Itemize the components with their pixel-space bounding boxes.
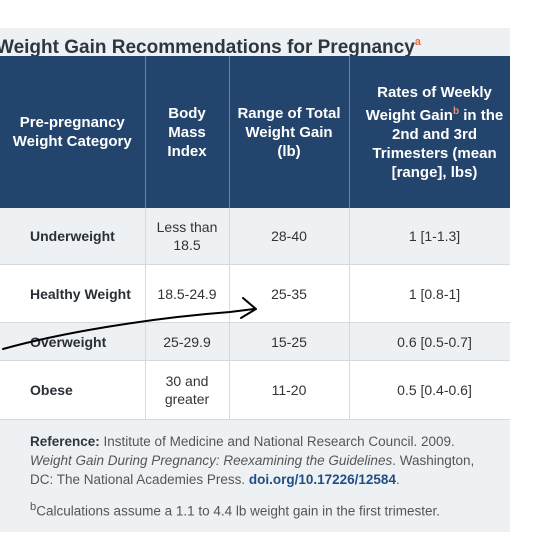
row-total-gain: 15-25: [229, 322, 350, 361]
row-bmi: 25-29.9: [145, 322, 230, 361]
table-row: Underweight Less than 18.5 28-40 1 [1-1.…: [0, 208, 510, 265]
row-bmi: Less than 18.5: [145, 208, 230, 265]
weight-gain-table: Pre-pregnancy Weight Category Body Mass …: [0, 56, 510, 420]
header-total-gain: Range of Total Weight Gain (lb): [229, 56, 350, 208]
table-title: Weight Gain Recommendations for Pregnanc…: [0, 28, 510, 58]
title-footnote-marker[interactable]: a: [414, 36, 421, 48]
reference-note: Reference: Institute of Medicine and Nat…: [30, 434, 475, 487]
row-category: Obese: [0, 360, 146, 420]
row-weekly-rate: 1 [1-1.3]: [349, 208, 510, 265]
row-bmi: 30 and greater: [145, 360, 230, 420]
arrow-head: [240, 297, 257, 319]
header-category: Pre-pregnancy Weight Category: [0, 56, 146, 208]
row-category: Overweight: [0, 322, 146, 361]
doi-link[interactable]: doi.org/10.17226/12584: [248, 472, 396, 487]
header-weekly-rate: Rates of Weekly Weight Gainb in the 2nd …: [349, 56, 510, 208]
row-weekly-rate: 0.5 [0.4-0.6]: [349, 360, 510, 420]
row-category: Underweight: [0, 208, 146, 265]
table-row: Overweight 25-29.9 15-25 0.6 [0.5-0.7]: [0, 322, 510, 361]
row-total-gain: 11-20: [229, 360, 350, 420]
row-total-gain: 28-40: [229, 208, 350, 265]
row-category: Healthy Weight: [0, 264, 146, 323]
header-bmi: Body Mass Index: [145, 56, 230, 208]
header-row: Pre-pregnancy Weight Category Body Mass …: [0, 56, 510, 208]
rate-footnote-marker[interactable]: b: [452, 105, 460, 117]
table-row: Obese 30 and greater 11-20 0.5 [0.4-0.6]: [0, 360, 510, 420]
arrow-shaft: [2, 308, 255, 350]
footnote-b: bCalculations assume a 1.1 to 4.4 lb wei…: [30, 501, 440, 519]
reference-label: Reference:: [30, 434, 100, 449]
row-weekly-rate: 0.6 [0.5-0.7]: [349, 322, 510, 361]
notes-section: Reference: Institute of Medicine and Nat…: [0, 420, 510, 532]
table-card: Weight Gain Recommendations for Pregnanc…: [0, 28, 510, 532]
reference-book-title: Weight Gain During Pregnancy: Reexaminin…: [30, 453, 393, 468]
row-weekly-rate: 1 [0.8-1]: [349, 264, 510, 323]
